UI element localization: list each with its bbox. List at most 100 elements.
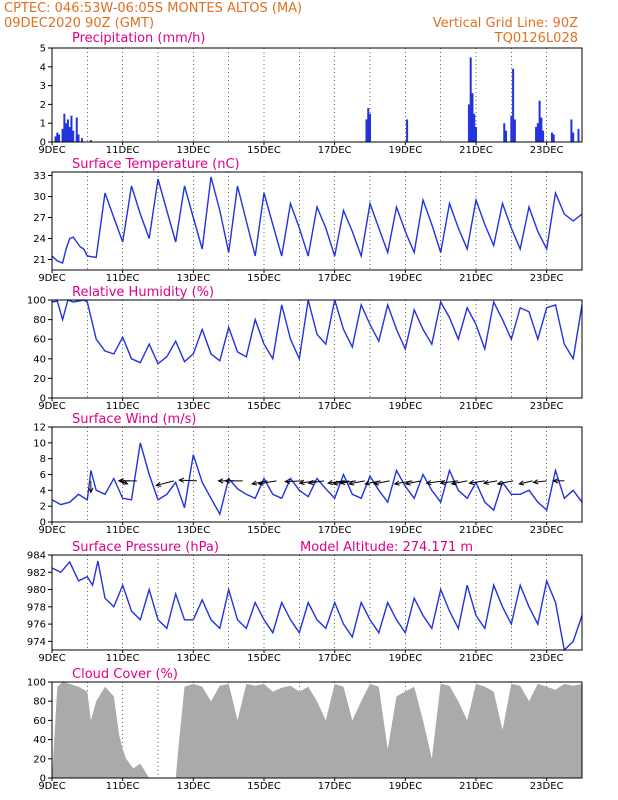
x-tick-label: 17DEC (318, 273, 352, 284)
wind-arrow (251, 480, 268, 486)
precipitation-bar (550, 132, 553, 142)
x-tick-label: 23DEC (530, 653, 564, 664)
y-tick-label: 80 (33, 697, 46, 708)
y-tick-label: 20 (33, 754, 46, 765)
precipitation-bar (77, 134, 80, 142)
precipitation-bar (536, 123, 539, 142)
wind-arrow (450, 480, 468, 486)
header-grid-line: Vertical Grid Line: 90Z (433, 16, 578, 31)
wind-arrow (496, 480, 514, 486)
panel-frame (51, 171, 583, 271)
precipitation-bar (572, 132, 575, 142)
x-tick-label: 9DEC (38, 401, 65, 412)
header-model: TQ0126L028 (494, 31, 578, 46)
x-tick-label: 15DEC (247, 525, 281, 536)
x-tick-label: 19DEC (388, 525, 422, 536)
x-tick-label: 17DEC (318, 653, 352, 664)
x-tick-label: 17DEC (318, 145, 352, 156)
panel-frame (51, 47, 583, 143)
wind-arrow (118, 478, 137, 484)
cloud-cover-panel: Cloud Cover (%) 0 20 40 60 80 100 9DEC 11DEC 13D… (27, 667, 583, 792)
y-tick-label: 8 (40, 454, 46, 465)
x-tick-label: 17DEC (318, 401, 352, 412)
x-tick-label: 21DEC (459, 401, 493, 412)
wind-arrow (284, 478, 303, 485)
series-line (51, 299, 583, 365)
x-tick-label: 13DEC (176, 653, 210, 664)
panel-frame (51, 426, 583, 523)
precipitation-bar (570, 119, 573, 142)
y-tick-label: 4 (40, 486, 46, 497)
x-tick-label: 11DEC (106, 145, 140, 156)
precipitation-bar (513, 119, 516, 142)
y-tick-label: 2 (40, 100, 46, 111)
wind-arrow (518, 480, 533, 486)
x-tick-label: 23DEC (530, 145, 564, 156)
y-tick-label: 2 (40, 502, 46, 513)
precipitation-bar (66, 119, 69, 142)
x-tick-label: 17DEC (318, 781, 352, 792)
y-tick-label: 984 (27, 551, 46, 562)
x-tick-label: 17DEC (318, 525, 352, 536)
x-tick-label: 19DEC (388, 145, 422, 156)
series-line (51, 176, 583, 264)
precipitation-bar (469, 57, 472, 142)
x-tick-label: 15DEC (247, 145, 281, 156)
precipitation-bar (369, 113, 371, 142)
x-tick-label: 9DEC (38, 525, 65, 536)
temperature-panel: Surface Temperature (nC) 21 24 27 30 33 9DEC 1… (33, 157, 583, 284)
x-tick-label: 19DEC (388, 781, 422, 792)
precipitation-bar (577, 128, 580, 142)
x-tick-label: 15DEC (247, 653, 281, 664)
y-tick-label: 30 (33, 192, 46, 203)
wind-arrow (224, 478, 243, 484)
y-tick-label: 21 (33, 255, 46, 266)
y-tick-label: 33 (33, 171, 46, 182)
x-tick-label: 21DEC (459, 525, 493, 536)
x-tick-label: 13DEC (176, 781, 210, 792)
series-line (51, 442, 583, 516)
precipitation-bar (54, 136, 57, 142)
precipitation-bar (72, 130, 75, 142)
y-tick-label: 0 (40, 138, 46, 149)
wind-title: Surface Wind (m/s) (72, 412, 196, 427)
y-tick-label: 40 (33, 354, 46, 365)
precipitation-bar (58, 134, 61, 142)
x-tick-label: 19DEC (388, 273, 422, 284)
wind-arrow (88, 480, 94, 494)
x-tick-label: 11DEC (106, 273, 140, 284)
x-tick-label: 19DEC (388, 653, 422, 664)
x-tick-label: 11DEC (106, 653, 140, 664)
wind-arrow (425, 479, 445, 486)
y-tick-label: 1 (40, 119, 46, 130)
precipitation-bar (473, 113, 476, 142)
y-tick-label: 27 (33, 213, 46, 224)
series-line (51, 560, 583, 652)
header-station: CPTEC: 046:53W-06:05S MONTES ALTOS (MA) (4, 1, 302, 16)
wind-arrow (257, 480, 277, 486)
x-tick-label: 15DEC (247, 273, 281, 284)
y-tick-label: 5 (40, 44, 46, 55)
wind-arrow (482, 479, 498, 485)
y-tick-label: 20 (33, 374, 46, 385)
x-tick-label: 21DEC (459, 781, 493, 792)
pressure-panel: Surface Pressure (hPa) Model Altitude: 2… (27, 540, 583, 664)
y-tick-label: 24 (33, 234, 46, 245)
precipitation-bar (65, 123, 68, 142)
precipitation-bar (70, 115, 73, 142)
precipitation-bar (75, 117, 78, 142)
x-tick-label: 9DEC (38, 145, 65, 156)
wind-arrow (298, 479, 316, 486)
x-tick-label: 15DEC (247, 401, 281, 412)
y-tick-label: 60 (33, 335, 46, 346)
y-tick-label: 100 (27, 296, 46, 307)
panel-frame (51, 299, 583, 399)
wind-arrow (468, 479, 485, 486)
precipitation-bar (61, 128, 64, 142)
model-altitude: Model Altitude: 274.171 m (300, 540, 473, 555)
x-tick-label: 23DEC (530, 525, 564, 536)
x-tick-label: 13DEC (176, 145, 210, 156)
panel-frame (51, 554, 583, 651)
y-tick-label: 80 (33, 315, 46, 326)
precipitation-title: Precipitation (mm/h) (72, 31, 205, 46)
